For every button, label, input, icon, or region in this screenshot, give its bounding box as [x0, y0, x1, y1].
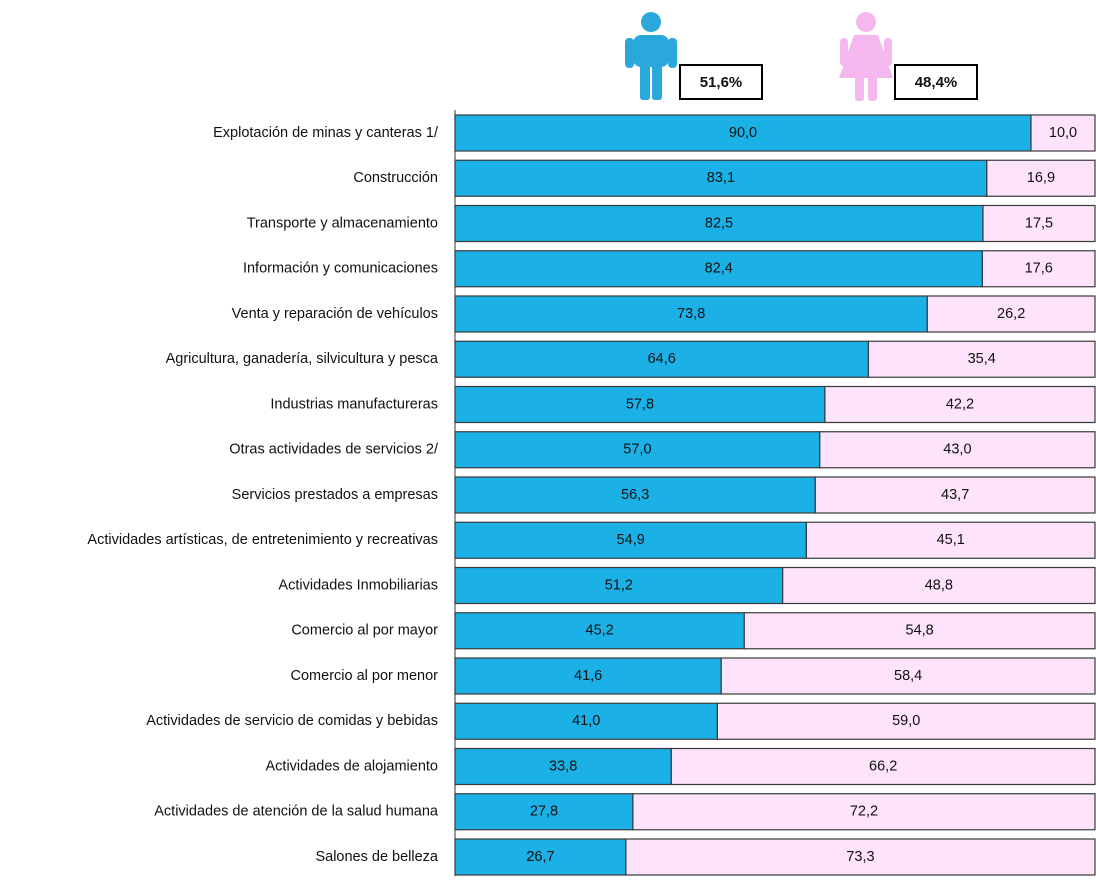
bar-segment — [670, 747, 1096, 786]
value-label: 56,3 — [621, 487, 649, 503]
value-label: 33,8 — [549, 758, 577, 774]
category-label: Actividades de alojamiento — [266, 758, 439, 774]
annotation-box — [679, 64, 763, 100]
value-label: 16,9 — [1027, 170, 1055, 186]
bar-segment — [716, 702, 1096, 740]
bar-segment — [454, 431, 821, 469]
value-label: 35,4 — [968, 351, 996, 367]
category-label: Industrias manufactureras — [270, 396, 438, 412]
bar-segment — [1030, 114, 1096, 152]
value-label: 45,2 — [586, 623, 614, 639]
category-label: Venta y reparación de vehículos — [232, 306, 438, 322]
category-label: Comercio al por menor — [291, 668, 439, 684]
bar-segment — [814, 476, 1096, 514]
bar-segment — [625, 838, 1096, 876]
category-label: Actividades de servicio de comidas y beb… — [146, 713, 438, 729]
bar-segment — [986, 159, 1096, 197]
value-label: 57,8 — [626, 396, 654, 412]
category-label: Otras actividades de servicios 2/ — [229, 442, 439, 458]
category-label: Salones de belleza — [315, 849, 438, 865]
bar-segment — [454, 521, 807, 559]
bar-segment — [867, 340, 1096, 378]
category-label: Servicios prestados a empresas — [232, 487, 438, 503]
bar-segment — [454, 114, 1032, 152]
category-label: Información y comunicaciones — [243, 261, 438, 277]
value-label: 26,2 — [997, 306, 1025, 322]
value-label: 57,0 — [623, 442, 651, 458]
bar-segment — [454, 250, 983, 288]
female-icon — [839, 12, 893, 101]
value-label: 54,8 — [906, 623, 934, 639]
bar-segment — [454, 295, 928, 333]
bar-segment — [981, 250, 1096, 288]
value-label: 10,0 — [1049, 125, 1077, 141]
category-label: Actividades de atención de la salud huma… — [154, 804, 439, 820]
bar-segment — [743, 612, 1096, 650]
value-label: 82,5 — [705, 215, 733, 231]
value-label: 64,6 — [648, 351, 676, 367]
bar-segment — [454, 838, 627, 876]
bar-segment — [454, 340, 870, 378]
value-label: 45,1 — [937, 532, 965, 548]
category-label: Actividades artísticas, de entretenimien… — [87, 532, 438, 548]
male-icon — [625, 12, 677, 100]
value-label: 90,0 — [729, 125, 757, 141]
bar-segment — [819, 431, 1096, 469]
bar-segment — [454, 747, 672, 786]
value-label: 17,6 — [1025, 261, 1053, 277]
value-label: 43,0 — [943, 442, 971, 458]
bar-segment — [926, 295, 1096, 333]
value-label: 43,7 — [941, 487, 969, 503]
value-label: 17,5 — [1025, 215, 1053, 231]
value-label: 27,8 — [530, 804, 558, 820]
annotation: 51,6% — [700, 74, 743, 91]
value-label: 42,2 — [946, 396, 974, 412]
bar-segment — [454, 385, 826, 424]
bar-segment — [454, 476, 816, 514]
value-label: 59,0 — [892, 713, 920, 729]
bar-segment — [782, 566, 1096, 605]
value-label: 51,2 — [605, 577, 633, 593]
value-label: 41,6 — [574, 668, 602, 684]
category-label: Transporte y almacenamiento — [247, 215, 438, 231]
value-label: 48,8 — [925, 577, 953, 593]
bar-segment — [824, 385, 1096, 424]
value-label: 41,0 — [572, 713, 600, 729]
bar-segment — [805, 521, 1096, 559]
bar-segment — [720, 657, 1096, 695]
value-label: 58,4 — [894, 668, 922, 684]
bar-segment — [454, 657, 722, 695]
bar-segment — [982, 204, 1096, 243]
value-label: 26,7 — [526, 849, 554, 865]
category-label: Explotación de minas y canteras 1/ — [213, 125, 439, 141]
category-label: Agricultura, ganadería, silvicultura y p… — [166, 351, 439, 367]
value-label: 83,1 — [707, 170, 735, 186]
annotation-box — [894, 64, 978, 100]
value-label: 54,9 — [617, 532, 645, 548]
category-label: Actividades Inmobiliarias — [278, 577, 438, 593]
value-label: 72,2 — [850, 804, 878, 820]
bar-segment — [454, 702, 718, 740]
category-label: Comercio al por mayor — [291, 623, 438, 639]
value-label: 73,3 — [846, 849, 874, 865]
value-label: 66,2 — [869, 758, 897, 774]
annotation: 48,4% — [915, 74, 958, 91]
bar-segment — [632, 793, 1096, 831]
value-label: 73,8 — [677, 306, 705, 322]
value-label: 82,4 — [705, 261, 733, 277]
bar-segment — [454, 793, 634, 831]
bar-segment — [454, 566, 784, 605]
category-label: Construcción — [353, 170, 438, 186]
